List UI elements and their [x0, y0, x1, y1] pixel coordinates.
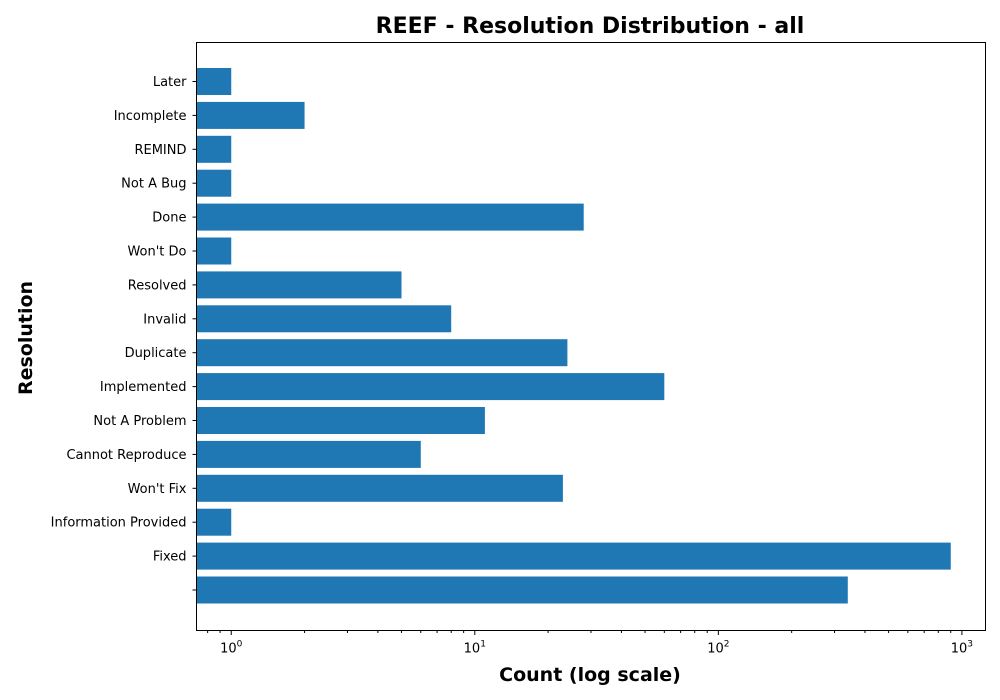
y-tick-label: Cannot Reproduce	[66, 448, 186, 463]
y-tick-label: Later	[153, 75, 187, 90]
bar-invalid	[196, 305, 452, 333]
y-tick-label: Not A Problem	[93, 414, 186, 429]
bar-later	[196, 68, 232, 95]
y-tick-label: Won't Do	[127, 245, 186, 260]
x-tick-label: 101	[464, 640, 486, 657]
y-tick-label: Duplicate	[125, 346, 187, 361]
bar-won-t-do	[196, 237, 232, 265]
bar-won-t-fix	[196, 474, 563, 502]
y-tick-label: Incomplete	[114, 109, 187, 124]
y-tick-label: Not A Bug	[121, 177, 186, 192]
y-axis-label: Resolution	[15, 281, 37, 395]
x-tick-label: 103	[951, 640, 973, 657]
bar-blank	[196, 576, 848, 604]
y-tick-label: Done	[152, 211, 186, 226]
y-tick-label: Information Provided	[51, 516, 187, 531]
x-tick-label: 102	[707, 640, 729, 657]
bar-implemented	[196, 373, 665, 401]
bar-remind	[196, 135, 232, 163]
bar-done	[196, 203, 584, 231]
bar-information-provided	[196, 508, 232, 536]
x-axis-label: Count (log scale)	[499, 664, 681, 686]
y-tick-label: Resolved	[128, 278, 187, 293]
y-tick-label: Implemented	[100, 380, 187, 395]
bar-incomplete	[196, 101, 305, 129]
x-tick-label: 100	[220, 640, 243, 657]
bar-not-a-problem	[196, 407, 485, 434]
y-axis-ticks: Fixed Information Provided Won't Fix Cannot…	[51, 75, 197, 591]
y-tick-label: Invalid	[143, 312, 186, 327]
bar-resolved	[196, 271, 402, 299]
bar-not-a-bug	[196, 169, 232, 197]
plot-frame	[196, 42, 986, 631]
chart-title: REEF - Resolution Distribution - all	[376, 14, 805, 39]
bar-cannot-reproduce	[196, 440, 421, 468]
bars-group	[196, 68, 951, 604]
x-axis-ticks: 100 101 102 103	[207, 630, 973, 657]
bar-duplicate	[196, 339, 568, 367]
y-tick-label: REMIND	[134, 143, 186, 158]
y-tick-label: Fixed	[153, 550, 187, 565]
y-tick-label: Won't Fix	[128, 482, 187, 497]
bar-fixed	[196, 542, 951, 570]
